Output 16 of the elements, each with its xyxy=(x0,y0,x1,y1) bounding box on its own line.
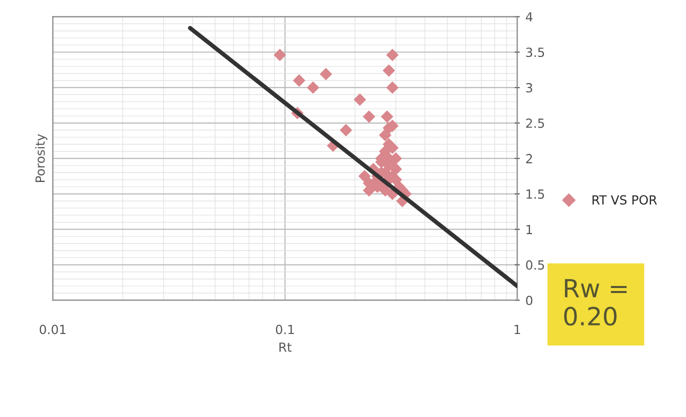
x-tick-label: 0.01 xyxy=(40,324,66,334)
y-tick-label: 1 xyxy=(526,224,532,234)
y-tick-label: 2 xyxy=(526,154,532,164)
x-axis-title: Rt xyxy=(279,342,292,352)
legend-label: RT VS POR xyxy=(592,195,657,205)
y-tick-label: 4 xyxy=(526,12,532,22)
y-tick-label: 2.5 xyxy=(526,118,544,128)
y-axis-title: Porosity xyxy=(35,134,48,182)
y-tick-label: 0 xyxy=(526,296,532,306)
x-tick-label: 0.1 xyxy=(276,324,294,334)
y-tick-label: 0.5 xyxy=(526,260,544,270)
y-tick-label: 1.5 xyxy=(526,190,544,199)
text: Rw = 0.20 xyxy=(564,279,627,326)
x-tick-label: 1 xyxy=(514,324,520,334)
y-tick-label: 3.5 xyxy=(526,48,544,58)
y-tick-label: 3 xyxy=(526,83,532,92)
